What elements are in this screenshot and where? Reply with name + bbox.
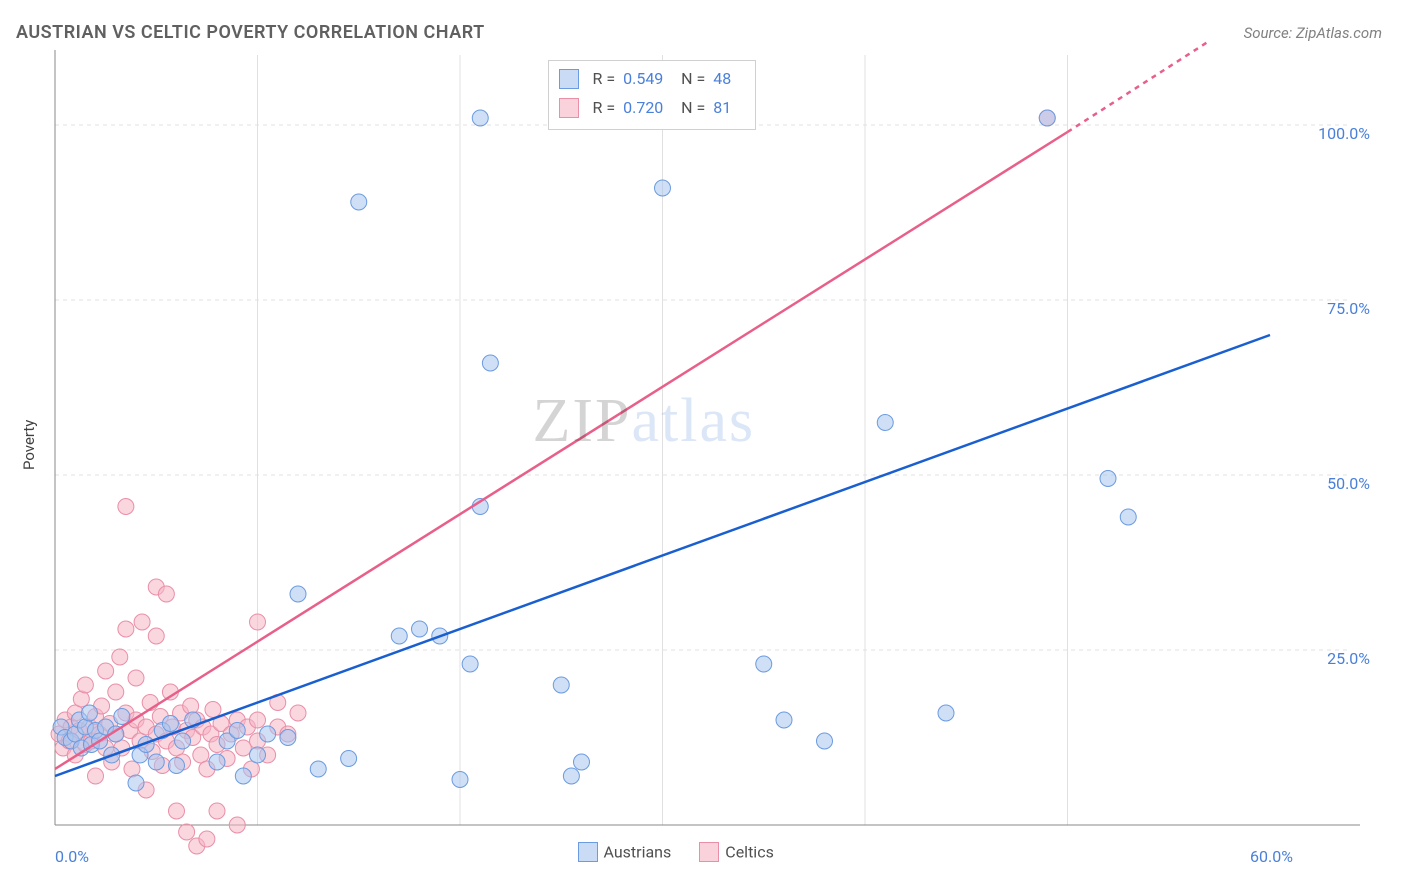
stat-row: R = 0.549 N = 48 xyxy=(559,65,742,94)
stat-row: R = 0.720 N = 81 xyxy=(559,94,742,123)
legend-label: Austrians xyxy=(604,842,672,861)
stat-swatch xyxy=(559,69,579,89)
stat-r-value: 0.549 xyxy=(623,65,673,94)
scatter-plot xyxy=(0,0,1406,892)
correlation-stats-box: R = 0.549 N = 48 R = 0.720 N = 81 xyxy=(548,60,757,130)
legend-swatch xyxy=(578,842,598,862)
legend-item: Austrians xyxy=(578,841,672,862)
stat-n-label: N = xyxy=(681,65,705,94)
y-tick-label: 100.0% xyxy=(1290,124,1370,143)
stat-r-value: 0.720 xyxy=(623,94,673,123)
x-tick-label: 0.0% xyxy=(55,847,89,866)
legend-swatch xyxy=(699,842,719,862)
y-tick-label: 50.0% xyxy=(1290,474,1370,493)
y-tick-label: 75.0% xyxy=(1290,299,1370,318)
stat-r-label: R = xyxy=(593,65,616,94)
y-tick-label: 25.0% xyxy=(1290,649,1370,668)
legend-item: Celtics xyxy=(699,841,774,862)
stat-n-label: N = xyxy=(681,94,705,123)
stat-n-value: 81 xyxy=(713,94,741,123)
legend-label: Celtics xyxy=(725,842,774,861)
series-legend: Austrians Celtics xyxy=(578,841,774,862)
stat-swatch xyxy=(559,98,579,118)
stat-r-label: R = xyxy=(593,94,616,123)
stat-n-value: 48 xyxy=(713,65,741,94)
x-tick-label: 60.0% xyxy=(1250,847,1293,866)
